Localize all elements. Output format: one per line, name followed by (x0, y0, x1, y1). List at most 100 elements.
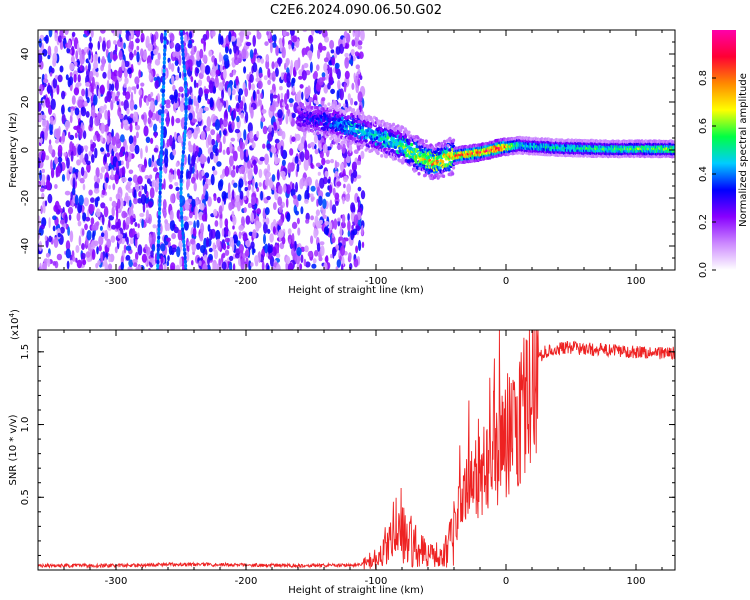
ridge-cell (426, 162, 430, 166)
noise-cell (140, 193, 147, 205)
noise-cell (256, 68, 259, 79)
noise-cell (38, 102, 42, 112)
noise-cell (95, 262, 99, 269)
noise-cell (195, 67, 200, 74)
noise-cell (165, 115, 170, 127)
noise-cell (73, 87, 80, 96)
noise-cell (300, 254, 304, 263)
ridge-cell (352, 119, 356, 123)
noise-cell (89, 115, 94, 128)
noise-cell (256, 57, 261, 63)
noise-cell (125, 245, 132, 251)
noise-cell (350, 49, 355, 56)
noise-cell (128, 117, 133, 124)
noise-cell (179, 257, 183, 268)
noise-cell (357, 186, 362, 192)
noise-cell (305, 218, 310, 224)
streak-cell (157, 235, 161, 240)
noise-cell (199, 48, 204, 59)
noise-cell (289, 102, 294, 108)
noise-cell (304, 245, 309, 253)
noise-cell (231, 120, 235, 131)
noise-cell (203, 88, 210, 95)
noise-cell (106, 90, 112, 103)
noise-cell (103, 257, 108, 269)
noise-cell (194, 162, 197, 174)
noise-cell (218, 52, 222, 63)
noise-cell (208, 50, 213, 57)
noise-cell (47, 45, 52, 57)
noise-cell (248, 79, 252, 91)
ridge-cell (312, 131, 316, 136)
noise-cell (339, 162, 344, 172)
noise-cell (160, 255, 164, 264)
noise-cell (267, 228, 271, 234)
noise-cell (234, 253, 240, 259)
noise-cell (137, 223, 140, 229)
noise-cell (290, 188, 296, 197)
noise-cell (319, 241, 325, 246)
noise-cell (100, 147, 105, 152)
noise-cell (322, 143, 328, 154)
noise-cell (227, 87, 232, 97)
noise-cell (124, 154, 128, 162)
noise-cell (154, 132, 157, 139)
noise-cell (262, 217, 266, 224)
noise-cell (221, 124, 224, 133)
noise-cell (224, 249, 230, 256)
streak-cell (179, 198, 183, 204)
noise-cell (355, 174, 362, 179)
noise-cell (315, 209, 320, 216)
streak-cell (157, 218, 161, 224)
noise-cell (252, 62, 258, 73)
noise-cell (127, 188, 133, 194)
noise-cell (190, 238, 196, 245)
noise-cell (65, 200, 71, 208)
noise-cell (304, 140, 308, 152)
noise-cell (138, 69, 142, 79)
noise-cell (252, 178, 255, 188)
ridge-cell (334, 128, 338, 132)
noise-cell (100, 135, 103, 143)
noise-cell (192, 143, 196, 154)
noise-cell (324, 64, 328, 70)
noise-cell (251, 83, 255, 91)
noise-cell (104, 109, 109, 120)
noise-cell (67, 226, 70, 237)
noise-cell (155, 177, 160, 188)
noise-cell (253, 48, 257, 55)
ridge-cell (347, 136, 351, 140)
noise-cell (347, 93, 351, 101)
streak-cell (183, 255, 187, 261)
noise-cell (114, 246, 118, 254)
streak-cell (184, 108, 188, 114)
noise-cell (113, 69, 118, 78)
noise-cell (296, 217, 300, 225)
noise-cell (165, 99, 171, 105)
noise-cell (309, 61, 313, 73)
noise-cell (273, 124, 278, 131)
streak-cell (158, 178, 163, 183)
streak-cell (183, 129, 187, 135)
noise-cell (174, 42, 181, 52)
noise-cell (205, 126, 211, 132)
noise-cell (123, 212, 128, 218)
ridge-cell (327, 102, 331, 106)
noise-cell (98, 245, 102, 252)
streak-cell (156, 247, 160, 253)
streak-cell (160, 133, 164, 139)
noise-cell (291, 112, 296, 119)
streak-cell (158, 186, 162, 192)
noise-cell (134, 30, 141, 36)
noise-cell (295, 254, 301, 265)
noise-cell (152, 231, 156, 244)
noise-cell (148, 233, 152, 245)
noise-cell (109, 51, 114, 61)
noise-cell (90, 197, 95, 203)
ridge-cell (423, 173, 427, 177)
noise-cell (305, 261, 311, 268)
streak-cell (179, 190, 183, 196)
ridge-cell (436, 147, 440, 152)
noise-cell (317, 171, 321, 176)
noise-cell (258, 99, 263, 106)
